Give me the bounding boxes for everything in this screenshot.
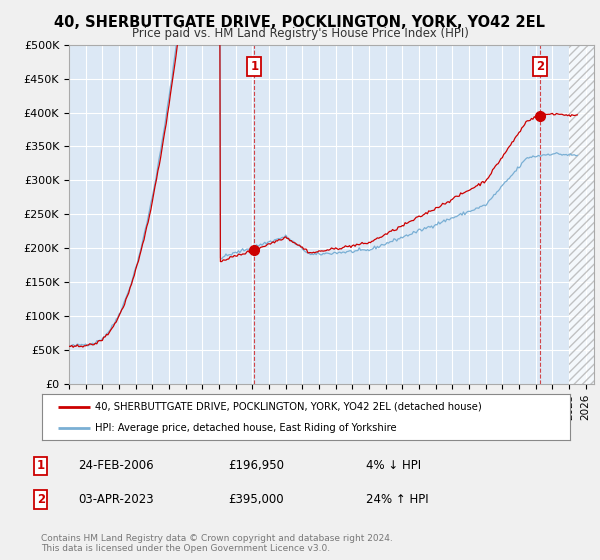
Text: 1: 1 (37, 459, 45, 473)
Text: 2: 2 (536, 60, 544, 73)
Text: 24% ↑ HPI: 24% ↑ HPI (366, 493, 428, 506)
Text: 03-APR-2023: 03-APR-2023 (78, 493, 154, 506)
Bar (569, 45, 594, 384)
Text: HPI: Average price, detached house, East Riding of Yorkshire: HPI: Average price, detached house, East… (95, 423, 397, 433)
Text: Contains HM Land Registry data © Crown copyright and database right 2024.
This d: Contains HM Land Registry data © Crown c… (41, 534, 392, 553)
Text: 2: 2 (37, 493, 45, 506)
Text: 24-FEB-2006: 24-FEB-2006 (78, 459, 154, 473)
Text: £196,950: £196,950 (228, 459, 284, 473)
Text: 1: 1 (250, 60, 259, 73)
Text: Price paid vs. HM Land Registry's House Price Index (HPI): Price paid vs. HM Land Registry's House … (131, 27, 469, 40)
Text: 40, SHERBUTTGATE DRIVE, POCKLINGTON, YORK, YO42 2EL (detached house): 40, SHERBUTTGATE DRIVE, POCKLINGTON, YOR… (95, 402, 482, 412)
Text: 4% ↓ HPI: 4% ↓ HPI (366, 459, 421, 473)
Text: £395,000: £395,000 (228, 493, 284, 506)
Text: 40, SHERBUTTGATE DRIVE, POCKLINGTON, YORK, YO42 2EL: 40, SHERBUTTGATE DRIVE, POCKLINGTON, YOR… (55, 15, 545, 30)
